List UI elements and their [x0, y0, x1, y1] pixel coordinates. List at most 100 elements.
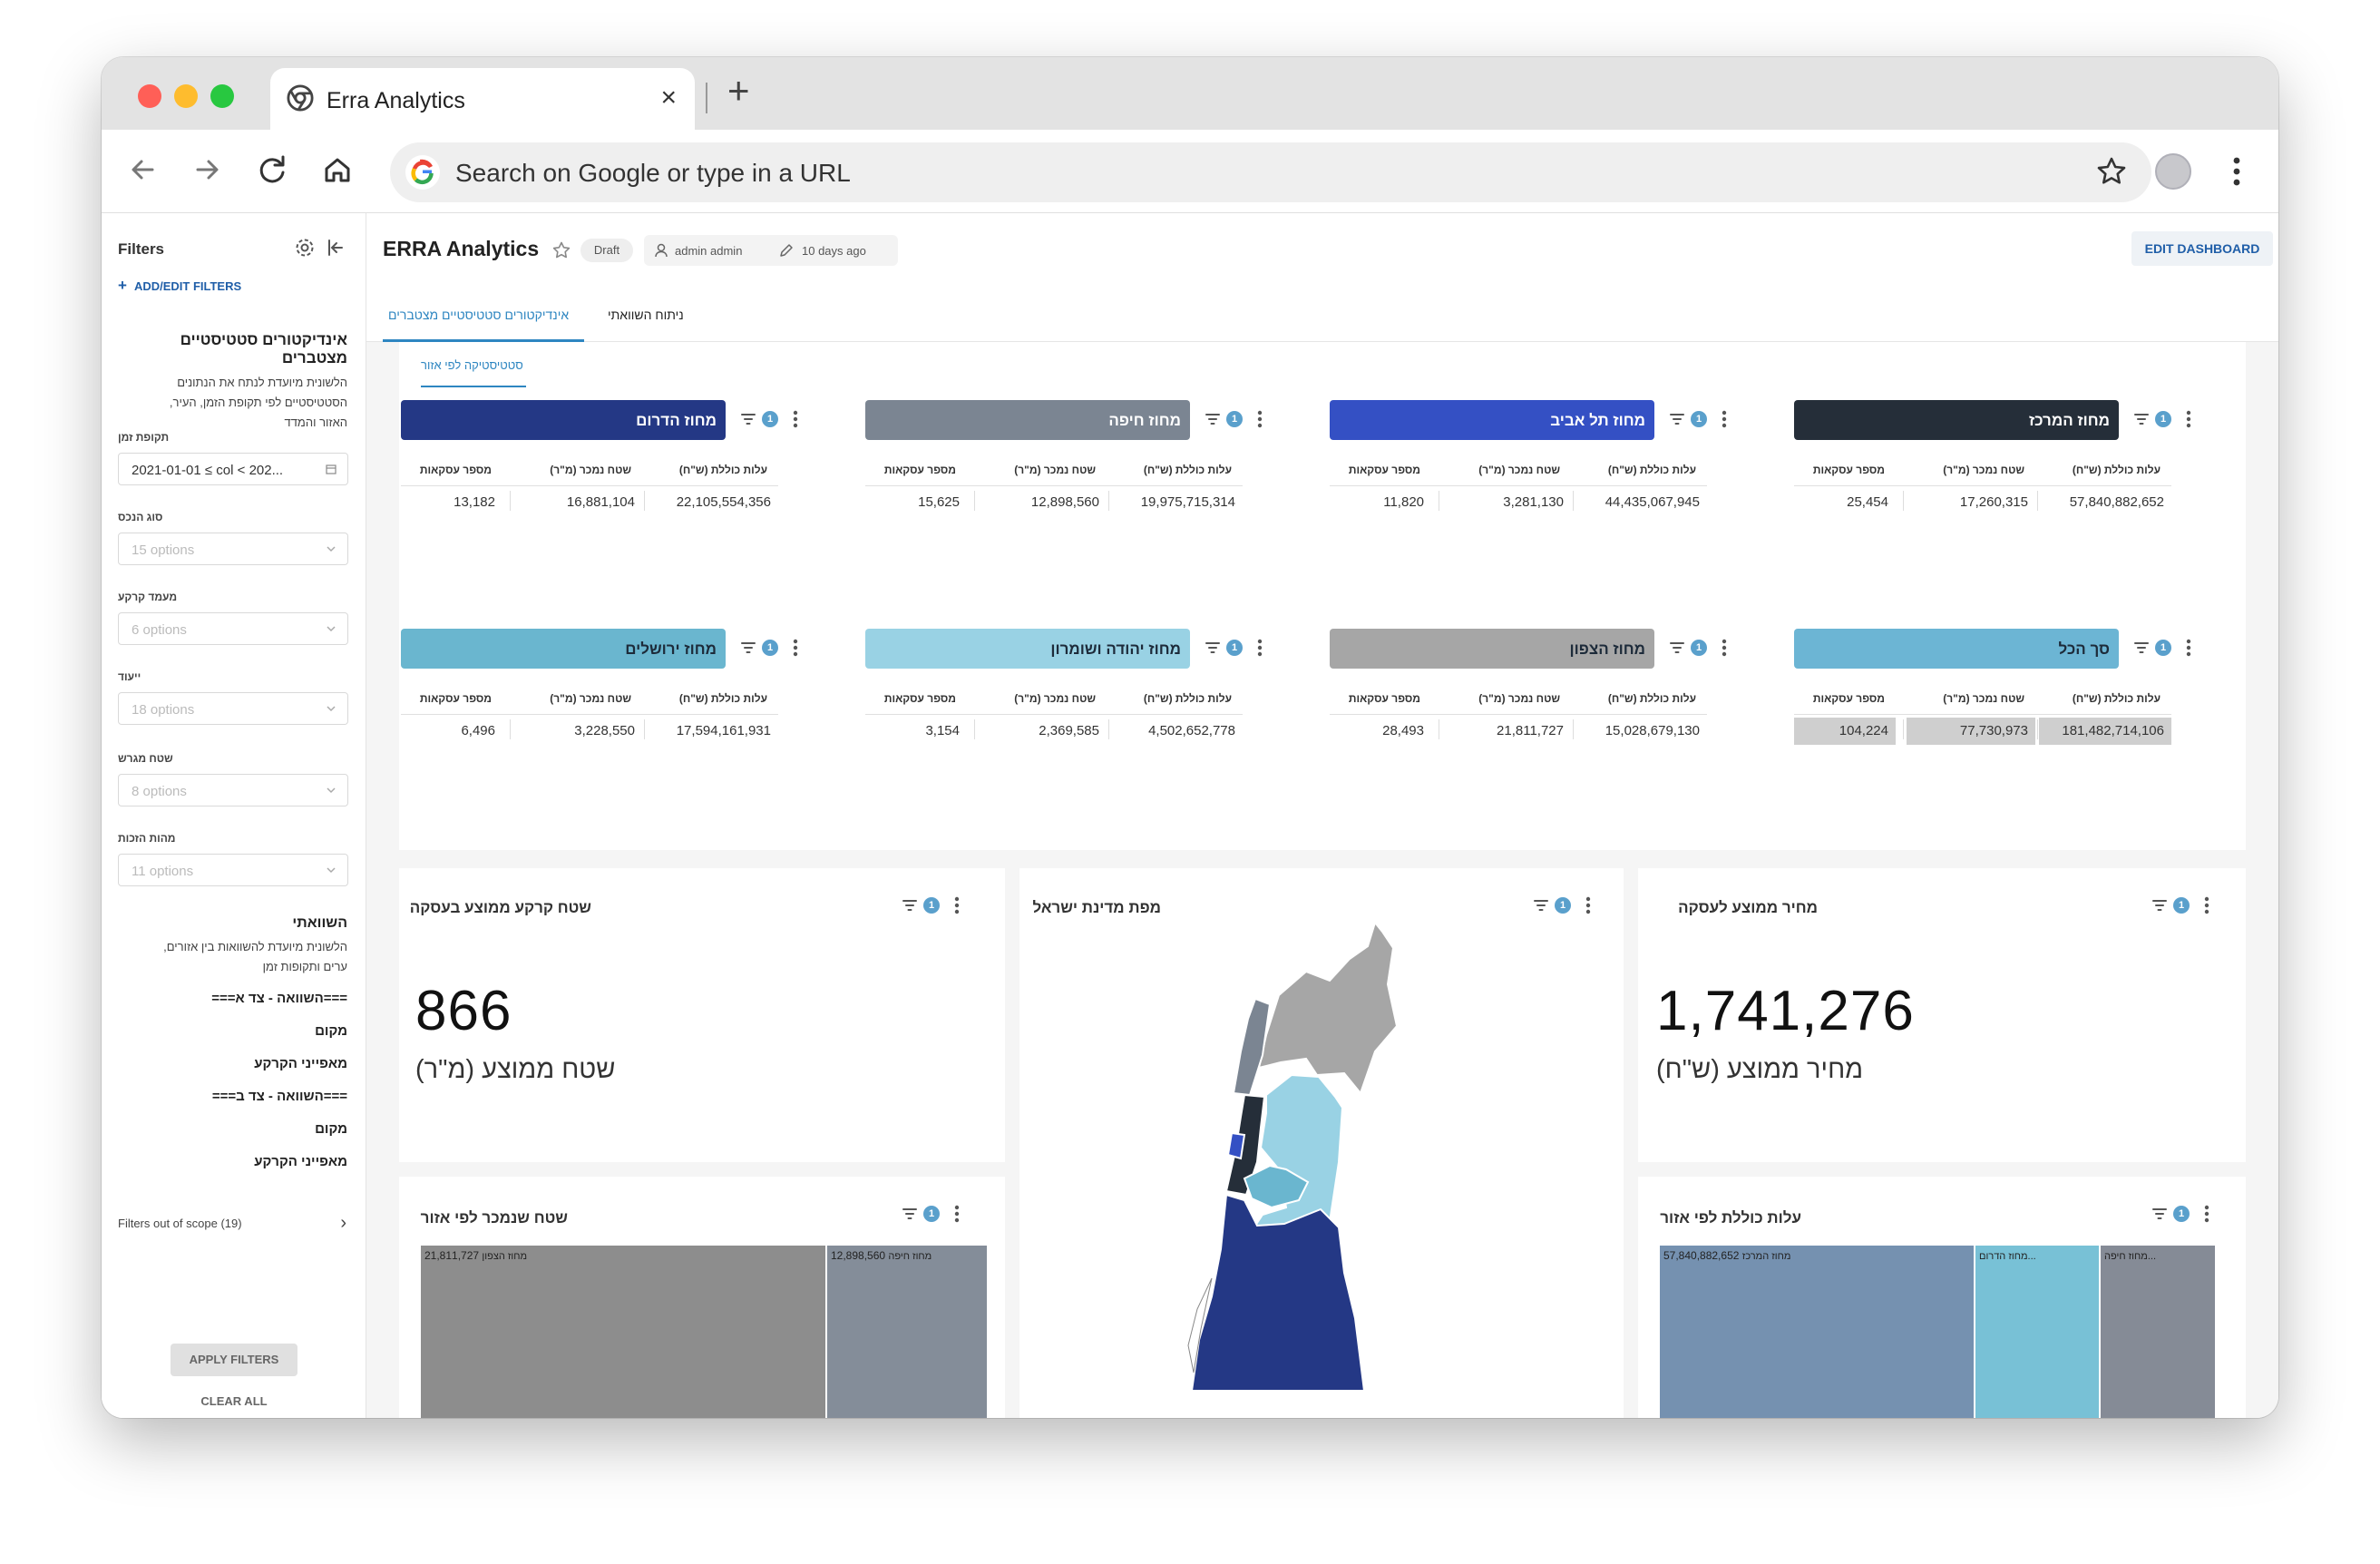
table-header[interactable]: עלות כוללת (ש"ח) [678, 692, 767, 705]
table-header[interactable]: עלות כוללת (ש"ח) [2072, 464, 2161, 476]
profile-avatar[interactable] [2155, 153, 2191, 190]
more-vertical-icon[interactable] [1255, 409, 1264, 429]
more-vertical-icon[interactable] [2202, 895, 2211, 915]
filter-count-badge[interactable]: 1 [1691, 411, 1707, 427]
comparative-place-a[interactable]: מקום [315, 1023, 347, 1039]
more-vertical-icon[interactable] [952, 895, 961, 915]
more-vertical-icon[interactable] [1584, 895, 1593, 915]
reload-icon[interactable] [250, 148, 294, 191]
more-vertical-icon[interactable] [791, 638, 800, 658]
filter-icon[interactable] [902, 1206, 918, 1222]
table-header[interactable]: שטח נמכר (מ"ר) [1943, 464, 2024, 476]
table-header[interactable]: מספר עסקאות [883, 692, 956, 705]
more-vertical-icon[interactable] [1720, 409, 1729, 429]
edit-dashboard-button[interactable]: EDIT DASHBOARD [2131, 231, 2273, 266]
table-header[interactable]: עלות כוללת (ש"ח) [1143, 692, 1232, 705]
filter-count-badge[interactable]: 1 [923, 897, 940, 914]
filter-icon[interactable] [740, 640, 756, 656]
filter-icon[interactable] [1205, 640, 1221, 656]
table-header[interactable]: עלות כוללת (ש"ח) [1143, 464, 1232, 476]
apply-filters-button[interactable]: APPLY FILTERS [171, 1344, 298, 1376]
table-header[interactable]: שטח נמכר (מ"ר) [1943, 692, 2024, 705]
table-header[interactable]: מספר עסקאות [1348, 464, 1420, 476]
table-header[interactable]: מספר עסקאות [1812, 464, 1885, 476]
filter-icon[interactable] [2151, 1206, 2168, 1222]
status-badge[interactable]: Draft [580, 239, 633, 262]
filters-out-of-scope[interactable]: Filters out of scope (19) › [118, 1213, 350, 1233]
filter-count-badge[interactable]: 1 [762, 640, 778, 656]
comparative-land-a[interactable]: מאפייני הקרקע [254, 1056, 347, 1071]
filter-icon[interactable] [1205, 411, 1221, 427]
browser-tab[interactable]: Erra Analytics × [270, 68, 695, 130]
close-window-button[interactable] [138, 84, 161, 108]
treemap-block[interactable]: 57,840,882,652 מחוז המרכז [1660, 1246, 1974, 1418]
more-vertical-icon[interactable] [791, 409, 800, 429]
filter-icon[interactable] [902, 897, 918, 914]
more-vertical-icon[interactable] [1720, 638, 1729, 658]
filter-count-badge[interactable]: 1 [923, 1206, 940, 1222]
table-header[interactable]: שטח נמכר (מ"ר) [1014, 464, 1096, 476]
table-header[interactable]: עלות כוללת (ש"ח) [678, 464, 767, 476]
filter-icon[interactable] [1669, 640, 1685, 656]
filter-count-badge[interactable]: 1 [1691, 640, 1707, 656]
tab-close-icon[interactable]: × [660, 83, 677, 112]
forward-arrow-icon[interactable] [185, 148, 229, 191]
add-edit-filters-link[interactable]: + ADD/EDIT FILTERS [118, 277, 241, 295]
minimize-window-button[interactable] [174, 84, 198, 108]
filter-icon[interactable] [2133, 640, 2150, 656]
designation-select[interactable]: 18 options [118, 692, 348, 725]
filter-count-badge[interactable]: 1 [2155, 640, 2171, 656]
treemap-block[interactable]: 12,898,560 מחוז חיפה [827, 1246, 987, 1418]
filter-count-badge[interactable]: 1 [2173, 1206, 2190, 1222]
table-header[interactable]: שטח נמכר (מ"ר) [1478, 464, 1560, 476]
tab-statistics[interactable]: אינדיקטורים סטטיסטיים מצטברים [383, 291, 584, 342]
favorite-star-icon[interactable] [551, 240, 571, 260]
time-period-select[interactable]: 2021-01-01 ≤ col < 202... [118, 453, 348, 485]
filter-count-badge[interactable]: 1 [1555, 897, 1571, 914]
new-tab-button[interactable]: + [727, 69, 750, 112]
table-header[interactable]: עלות כוללת (ש"ח) [2072, 692, 2161, 705]
more-vertical-icon[interactable] [2184, 409, 2193, 429]
subtab-by-region[interactable]: סטטיסטיקה לפי אזור [421, 342, 526, 387]
filter-icon[interactable] [2133, 411, 2150, 427]
land-status-select[interactable]: 6 options [118, 612, 348, 645]
zoom-window-button[interactable] [210, 84, 234, 108]
right-type-select[interactable]: 11 options [118, 854, 348, 886]
filter-count-badge[interactable]: 1 [2173, 897, 2190, 914]
table-header[interactable]: שטח נמכר (מ"ר) [550, 464, 631, 476]
asset-type-select[interactable]: 15 options [118, 533, 348, 565]
filter-count-badge[interactable]: 1 [762, 411, 778, 427]
home-icon[interactable] [316, 148, 359, 191]
collapse-sidebar-icon[interactable] [325, 237, 346, 259]
address-bar[interactable]: Search on Google or type in a URL [390, 142, 2151, 202]
filter-icon[interactable] [2151, 897, 2168, 914]
filter-icon[interactable] [740, 411, 756, 427]
more-vertical-icon[interactable] [2202, 1204, 2211, 1224]
more-vertical-icon[interactable] [2184, 638, 2193, 658]
table-header[interactable]: שטח נמכר (מ"ר) [550, 692, 631, 705]
israel-map[interactable] [1165, 923, 1473, 1418]
table-header[interactable]: שטח נמכר (מ"ר) [1014, 692, 1096, 705]
filter-count-badge[interactable]: 1 [2155, 411, 2171, 427]
treemap-block[interactable]: 21,811,727 מחוז הצפון [421, 1246, 825, 1418]
browser-menu-icon[interactable] [2220, 152, 2253, 191]
treemap-block[interactable]: מחוז הדרום... [1975, 1246, 2099, 1418]
more-vertical-icon[interactable] [952, 1204, 961, 1224]
comparative-place-b[interactable]: מקום [315, 1121, 347, 1137]
gear-icon[interactable] [294, 237, 316, 259]
filter-icon[interactable] [1669, 411, 1685, 427]
filter-count-badge[interactable]: 1 [1226, 640, 1243, 656]
more-vertical-icon[interactable] [1255, 638, 1264, 658]
table-header[interactable]: מספר עסקאות [1812, 692, 1885, 705]
plot-area-select[interactable]: 8 options [118, 774, 348, 806]
filter-icon[interactable] [1533, 897, 1549, 914]
bookmark-star-icon[interactable] [2093, 153, 2130, 190]
table-header[interactable]: עלות כוללת (ש"ח) [1607, 692, 1696, 705]
table-header[interactable]: מספר עסקאות [883, 464, 956, 476]
table-header[interactable]: מספר עסקאות [1348, 692, 1420, 705]
table-header[interactable]: שטח נמכר (מ"ר) [1478, 692, 1560, 705]
clear-all-button[interactable]: CLEAR ALL [200, 1394, 268, 1408]
table-header[interactable]: מספר עסקאות [419, 464, 492, 476]
filter-count-badge[interactable]: 1 [1226, 411, 1243, 427]
table-header[interactable]: עלות כוללת (ש"ח) [1607, 464, 1696, 476]
